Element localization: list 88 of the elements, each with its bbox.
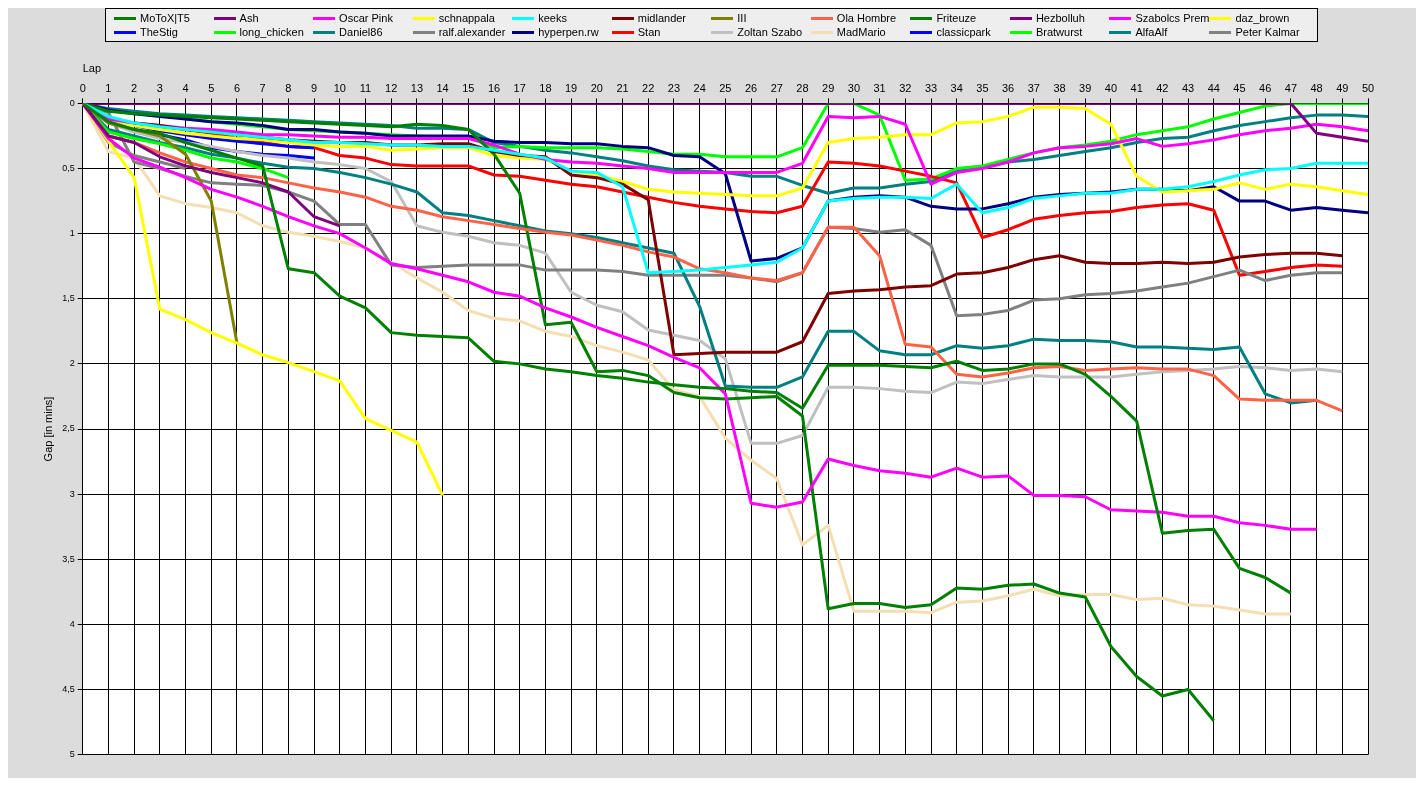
x-tick-label: 27 (770, 81, 783, 94)
x-tick-label: 37 (1027, 81, 1040, 94)
x-tick-label: 22 (642, 81, 655, 94)
legend-label: Bratwurst (1035, 26, 1083, 38)
x-tick-label: 30 (847, 81, 861, 94)
x-tick-label: 26 (744, 81, 758, 94)
y-tick-label: 2,5 (62, 423, 75, 434)
x-tick-label: 31 (873, 81, 886, 94)
x-tick-label: 21 (616, 81, 629, 94)
legend-label: Hezbolluh (1035, 12, 1085, 24)
x-tick-label: 7 (259, 81, 266, 94)
x-tick-label: 9 (311, 81, 318, 94)
x-tick-label: 44 (1207, 81, 1220, 94)
x-tick-label: 33 (924, 81, 938, 94)
x-tick-label: 38 (1053, 81, 1066, 94)
legend-label: TheStig (140, 26, 178, 38)
legend-label: long_chicken (239, 26, 304, 38)
legend-label: midlander (637, 12, 687, 24)
x-tick-label: 50 (1361, 81, 1375, 94)
x-tick-label: 34 (950, 81, 963, 94)
x-tick-label: 6 (233, 81, 241, 94)
x-tick-label: 14 (436, 81, 449, 94)
legend-label: Zoltan Szabo (737, 26, 803, 38)
x-tick-label: 45 (1233, 81, 1246, 94)
legend-label: ralf.alexander (438, 26, 506, 38)
x-tick-label: 15 (462, 81, 475, 94)
x-tick-label: 39 (1079, 81, 1092, 94)
legend-label: Stan (637, 26, 661, 38)
y-tick-label: 5 (69, 749, 75, 760)
x-tick-label: 32 (899, 81, 912, 94)
y-tick-label: 4,5 (62, 683, 75, 694)
legend-label: III (737, 12, 747, 24)
y-tick-label: 1,5 (62, 293, 75, 304)
x-tick-label: 49 (1336, 81, 1349, 94)
legend-label: Daniel86 (339, 26, 383, 38)
legend-label: Ash (239, 12, 259, 24)
x-tick-label: 23 (667, 81, 681, 94)
x-tick-label: 8 (285, 81, 292, 94)
x-tick-label: 42 (1156, 81, 1169, 94)
x-tick-label: 17 (513, 81, 526, 94)
legend-label: daz_brown (1235, 12, 1290, 24)
x-tick-label: 19 (565, 81, 578, 94)
x-tick-label: 5 (208, 81, 215, 94)
x-tick-label: 0 (79, 81, 86, 94)
y-tick-label: 3 (69, 488, 75, 499)
x-tick-label: 43 (1181, 81, 1195, 94)
y-axis-title: Gap [in mins] (41, 396, 54, 462)
x-axis-title: Lap (82, 61, 102, 74)
x-tick-label: 16 (487, 81, 501, 94)
legend-label: Peter Kalmar (1235, 26, 1300, 38)
legend-label: MoToX|T5 (140, 12, 190, 24)
x-tick-label: 1 (105, 81, 112, 94)
x-tick-label: 25 (719, 81, 732, 94)
x-tick-label: 10 (333, 81, 346, 94)
x-tick-label: 47 (1284, 81, 1298, 94)
legend-label: classicpark (936, 26, 991, 38)
y-tick-label: 0 (69, 97, 75, 108)
y-tick-label: 2 (69, 358, 75, 369)
x-tick-label: 36 (1001, 81, 1015, 94)
x-tick-label: 2 (131, 81, 138, 94)
x-tick-label: 11 (359, 81, 372, 94)
x-tick-label: 12 (385, 81, 398, 94)
x-tick-label: 3 (156, 81, 163, 94)
legend-label: Ola Hombre (836, 12, 897, 24)
y-tick-label: 3,5 (62, 553, 75, 564)
x-tick-label: 28 (796, 81, 809, 94)
x-tick-label: 13 (410, 81, 424, 94)
x-tick-label: 18 (539, 81, 552, 94)
x-tick-label: 35 (976, 81, 989, 94)
x-tick-label: 29 (822, 81, 835, 94)
legend-label: keeks (538, 12, 567, 24)
legend-label: hyperpen.rw (538, 26, 599, 38)
legend-label: schnappala (438, 12, 495, 24)
x-tick-label: 48 (1310, 81, 1323, 94)
x-tick-label: 41 (1130, 81, 1143, 94)
x-tick-label: 4 (182, 81, 189, 94)
legend-label: Friteuze (936, 12, 977, 24)
x-tick-label: 46 (1259, 81, 1272, 94)
y-tick-label: 1 (69, 228, 75, 239)
legend-label: Oscar Pink (339, 12, 393, 24)
legend-label: MadMario (836, 26, 886, 38)
y-tick-label: 0,5 (62, 163, 75, 173)
legend-label: Szabolcs Prem (1135, 12, 1210, 24)
y-tick-label: 4 (69, 618, 75, 629)
x-tick-label: 40 (1104, 81, 1118, 94)
legend-label: AlfaAlf (1135, 26, 1168, 38)
x-tick-label: 20 (590, 81, 603, 94)
x-tick-label: 24 (693, 81, 706, 94)
